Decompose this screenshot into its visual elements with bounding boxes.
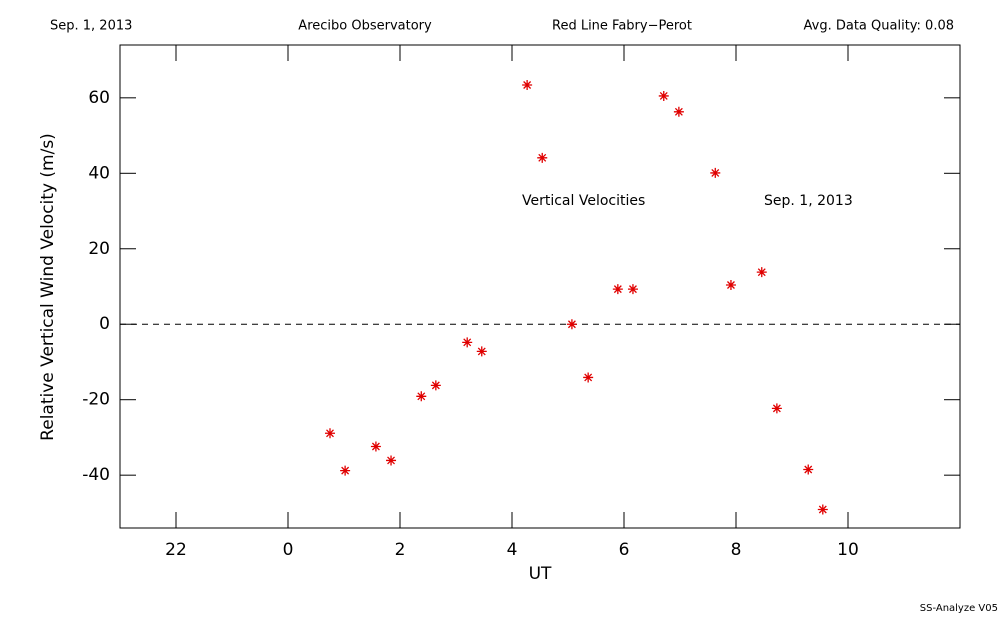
point bbox=[462, 337, 473, 348]
point bbox=[416, 391, 427, 402]
footer: SS-Analyze V05 bbox=[920, 603, 998, 614]
point bbox=[817, 504, 828, 515]
x-tick-label: 0 bbox=[283, 540, 294, 560]
point bbox=[658, 90, 669, 101]
x-tick-label: 6 bbox=[619, 540, 630, 560]
annotation: Sep. 1, 2013 bbox=[764, 193, 853, 209]
point bbox=[673, 106, 684, 117]
x-axis-label: UT bbox=[529, 564, 552, 584]
header-site: Arecibo Observatory bbox=[298, 19, 432, 34]
y-tick-label: -20 bbox=[82, 390, 110, 410]
point bbox=[627, 284, 638, 295]
point bbox=[803, 464, 814, 475]
y-tick-label: 60 bbox=[88, 88, 110, 108]
point bbox=[430, 380, 441, 391]
point bbox=[583, 372, 594, 383]
y-tick-label: -40 bbox=[82, 465, 110, 485]
plot-frame bbox=[119, 44, 961, 529]
annotation: Vertical Velocities bbox=[522, 193, 645, 209]
point bbox=[756, 267, 767, 278]
header-quality: Avg. Data Quality: 0.08 bbox=[804, 19, 954, 34]
point bbox=[325, 428, 335, 439]
point bbox=[566, 319, 577, 330]
x-tick-label: 8 bbox=[731, 540, 742, 560]
point bbox=[771, 403, 782, 414]
y-tick-label: 40 bbox=[88, 163, 110, 183]
x-tick-label: 4 bbox=[507, 540, 518, 560]
point bbox=[612, 284, 623, 295]
point bbox=[476, 346, 487, 357]
point bbox=[537, 152, 548, 163]
x-tick-label: 2 bbox=[395, 540, 406, 560]
point bbox=[340, 465, 351, 476]
y-tick-label: 20 bbox=[88, 239, 110, 259]
header-instrument: Red Line Fabry−Perot bbox=[552, 19, 692, 34]
point bbox=[370, 441, 381, 452]
x-tick-label: 22 bbox=[165, 540, 187, 560]
point bbox=[725, 279, 736, 290]
header-date: Sep. 1, 2013 bbox=[50, 19, 132, 34]
point bbox=[522, 79, 533, 90]
point bbox=[386, 455, 397, 466]
y-axis-label: Relative Vertical Wind Velocity (m/s) bbox=[38, 133, 58, 441]
point bbox=[710, 167, 721, 178]
x-tick-label: 10 bbox=[837, 540, 859, 560]
y-tick-label: 0 bbox=[99, 314, 110, 334]
